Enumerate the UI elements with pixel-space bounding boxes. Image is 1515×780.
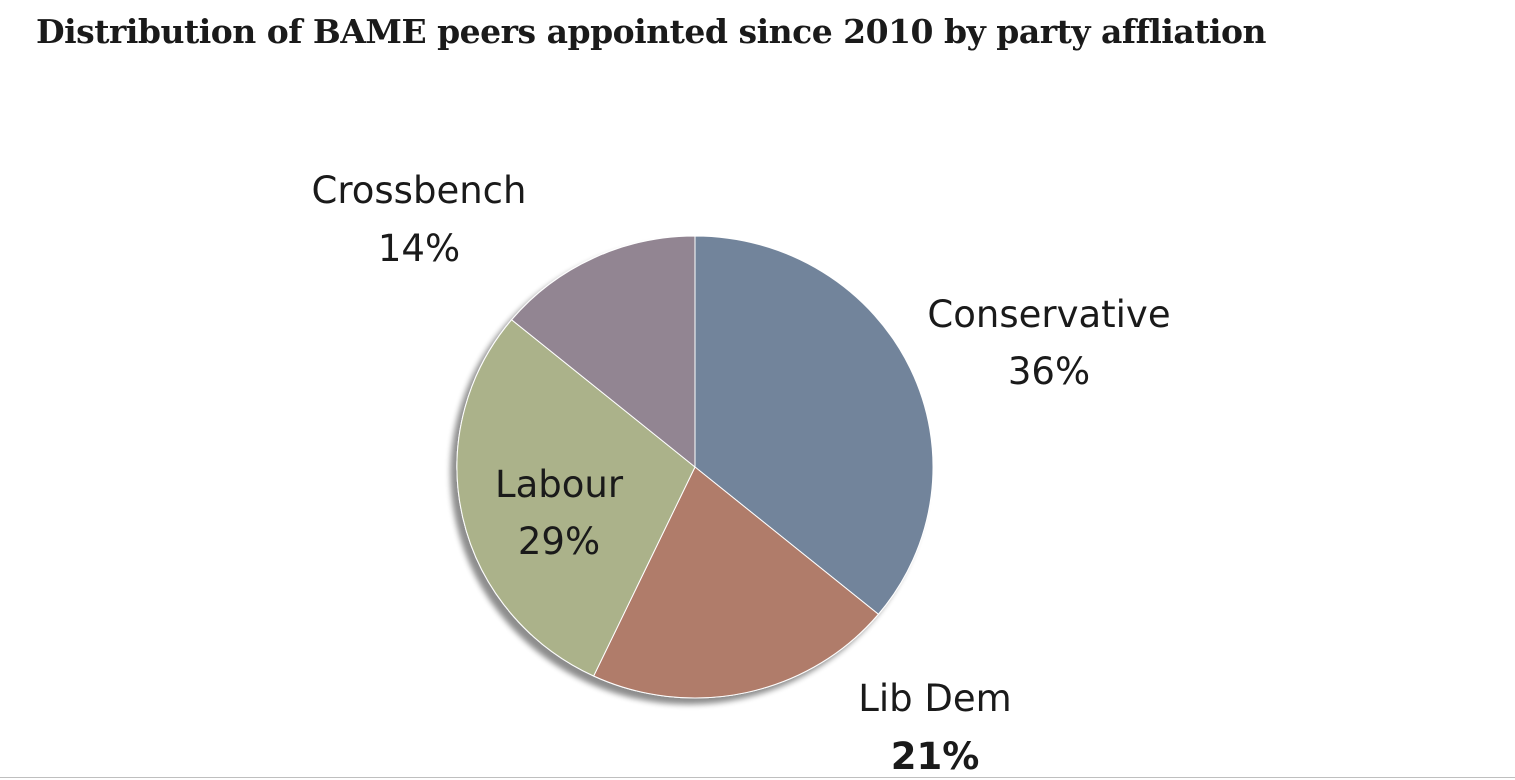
- bottom-rule: [0, 777, 1515, 778]
- pie-slice-labour: [456, 319, 696, 677]
- pie-slice-conservative: [694, 235, 934, 615]
- slice-value-crossbench: 14%: [378, 227, 460, 270]
- slice-label-crossbench: Crossbench: [312, 169, 527, 212]
- slice-label-conservative: Conservative: [927, 293, 1170, 336]
- slice-value-conservative: 36%: [1008, 350, 1090, 393]
- chart-title: Distribution of BAME peers appointed sin…: [36, 12, 1267, 51]
- slice-value-lib-dem: 21%: [891, 735, 980, 778]
- pie-slice-lib-dem: [592, 466, 880, 699]
- slice-value-labour: 29%: [518, 520, 600, 563]
- slice-label-lib-dem: Lib Dem: [858, 677, 1011, 720]
- slice-label-labour: Labour: [495, 463, 624, 506]
- pie-slice-crossbench: [510, 235, 696, 469]
